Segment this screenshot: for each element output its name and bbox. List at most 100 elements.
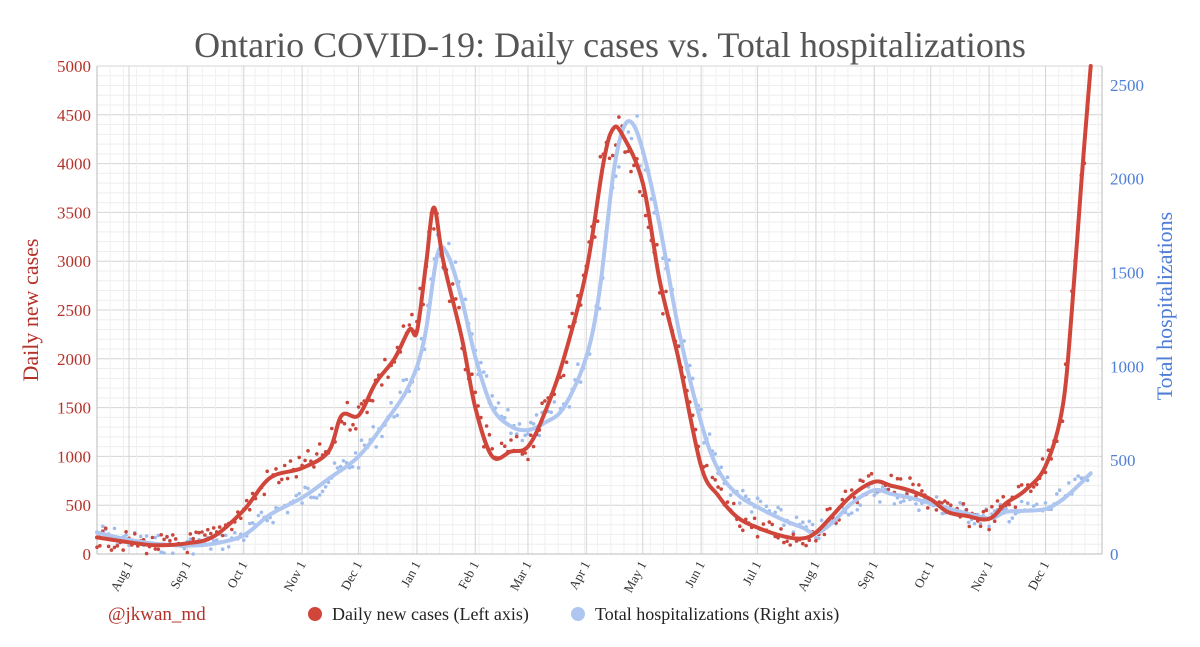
scatter-dot [370,399,375,403]
scatter-dot [791,532,796,537]
scatter-dot [576,362,580,367]
scatter-dot [1016,484,1021,489]
scatter-dot [822,532,827,537]
scatter-dot [752,516,757,521]
scatter-dot [917,508,921,512]
scatter-dot [332,461,337,465]
scatter-dot [917,483,921,487]
scatter-dot [940,511,945,516]
scatter-dot [133,532,137,536]
scatter-dot [713,452,717,456]
scatter-dot [509,438,513,442]
scatter-dot [934,508,939,512]
scatter-dot [595,219,600,223]
scatter-dot [247,507,252,512]
scatter-dot [849,511,854,515]
scatter-dot [209,547,213,551]
scatter-dot [112,526,117,531]
left-tick-label: 4500 [57,106,91,125]
scatter-dot [351,422,355,427]
scatter-dot [220,547,225,551]
right-tick-label: 2500 [1110,76,1144,95]
scatter-dot [490,394,495,398]
left-tick-label: 1000 [57,447,91,466]
scatter-dot [484,424,489,428]
scatter-dot [529,433,533,438]
scatter-dot [755,496,760,501]
scatter-dot [549,410,553,415]
scatter-dot [191,552,195,556]
x-tick-label: Aug 1 [107,558,135,593]
scatter-dot [1057,488,1062,493]
scatter-dot [226,545,231,549]
scatter-dot [214,538,219,542]
scatter-dot [242,538,246,542]
scatter-dot [964,507,969,512]
scatter-dot [617,115,621,119]
scatter-dot [482,370,486,374]
scatter-dot [112,545,117,550]
legend-cases-marker [308,607,322,621]
scatter-dot [995,499,1000,503]
scatter-dot [1073,477,1077,482]
scatter-dot [607,156,612,161]
scatter-dot [280,477,284,482]
scatter-dot [1040,457,1045,461]
scatter-dot [496,401,501,405]
right-tick-label: 500 [1110,451,1136,470]
scatter-dot [95,545,99,549]
scatter-dot [354,427,358,431]
scatter-dot [171,551,175,555]
scatter-dot [265,469,270,474]
scatter-dot [719,465,723,470]
scatter-dot [531,422,536,426]
scatter-dot [738,524,742,528]
scatter-dot [710,475,715,480]
scatter-dot [401,324,406,328]
scatter-dot [725,475,730,480]
scatter-dot [911,482,915,487]
scatter-dot [395,413,400,418]
scatter-dot [526,432,530,436]
scatter-dot [992,519,997,523]
scatter-dot [256,513,261,518]
scatter-dot [908,476,912,480]
hosp-series-line [95,119,1093,548]
scatter-dot [383,357,387,362]
scatter-dot [534,413,539,417]
scatter-dot [1055,492,1059,496]
scatter-dot [1001,494,1005,499]
scatter-dot [561,373,566,378]
scatter-dot [153,547,158,551]
scatter-dot [878,500,882,504]
scatter-dot [454,297,458,301]
scatter-dot [150,535,155,540]
right-tick-label: 2000 [1110,170,1144,189]
scatter-dot [926,506,930,510]
left-tick-label: 500 [66,496,92,515]
scatter-dot [244,498,249,503]
scatter-dot [779,527,783,531]
scatter-dot [804,543,808,548]
scatter-dot [843,489,848,494]
scatter-dot [741,528,745,533]
scatter-dot [817,536,821,541]
grid [96,65,1103,555]
scatter-dot [945,501,950,505]
x-tick-label: Nov 1 [967,558,995,593]
scatter-dot [285,476,290,481]
scatter-dot [503,444,507,449]
scatter-dot [725,500,730,504]
cases-series-line [95,64,1093,548]
scatter-dot [144,534,149,538]
scatter-dot [98,544,102,548]
scatter-dot [306,486,310,491]
scatter-dot [828,506,832,511]
scatter-dot [770,522,774,527]
scatter-dot [317,442,322,446]
scatter-dot [719,487,723,491]
scatter-dot [749,510,754,514]
ticks: 0500100015002000250030003500400045005000… [57,57,1144,595]
scatter-dot [144,551,149,556]
scatter-dot [297,455,302,460]
